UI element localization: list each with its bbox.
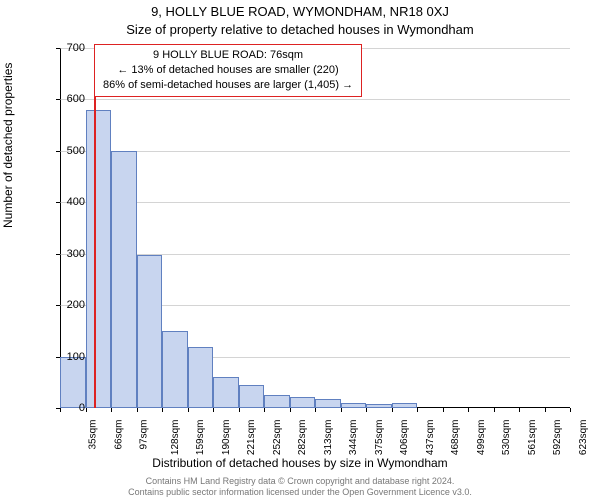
xtick-label: 252sqm [272,420,283,456]
xtick-label: 66sqm [113,420,124,450]
xtick-label: 561sqm [527,420,538,456]
xtick-label: 128sqm [170,420,181,456]
annotation-line1: 9 HOLLY BLUE ROAD: 76sqm [103,48,353,63]
histogram-bar [341,403,367,408]
histogram-bar [162,331,188,408]
xtick-label: 313sqm [323,420,334,456]
xtick-label: 159sqm [195,420,206,456]
xtick-mark [341,408,342,412]
grid-line [60,202,570,203]
grid-line [60,151,570,152]
ytick-label: 500 [45,145,85,157]
annotation-box: 9 HOLLY BLUE ROAD: 76sqm ← 13% of detach… [94,44,362,97]
annotation-line3: 86% of semi-detached houses are larger (… [103,78,353,93]
chart-container: 9, HOLLY BLUE ROAD, WYMONDHAM, NR18 0XJ … [0,0,600,500]
ytick-label: 300 [45,248,85,260]
xtick-mark [443,408,444,412]
xtick-label: 437sqm [425,420,436,456]
xtick-mark [315,408,316,412]
xtick-mark [290,408,291,412]
xtick-mark [239,408,240,412]
chart-title-sub: Size of property relative to detached ho… [0,22,600,37]
xtick-mark [570,408,571,412]
xtick-label: 344sqm [348,420,359,456]
histogram-bar [137,255,163,408]
xtick-mark [519,408,520,412]
histogram-bar [111,151,137,408]
xtick-mark [111,408,112,412]
xtick-mark [417,408,418,412]
histogram-bar [188,347,214,408]
histogram-bar [290,397,316,408]
ytick-label: 0 [45,402,85,414]
xtick-mark [86,408,87,412]
xtick-label: 592sqm [552,420,563,456]
histogram-bar [86,110,112,408]
histogram-bar [213,377,239,408]
xtick-label: 190sqm [221,420,232,456]
xtick-label: 97sqm [139,420,150,450]
ytick-label: 700 [45,42,85,54]
plot-area [60,48,570,408]
xtick-mark [162,408,163,412]
xtick-mark [264,408,265,412]
footer-line2: Contains public sector information licen… [0,487,600,498]
annotation-line2: ← 13% of detached houses are smaller (22… [103,63,353,78]
footer-line1: Contains HM Land Registry data © Crown c… [0,476,600,487]
ytick-label: 200 [45,299,85,311]
histogram-bar [60,357,86,408]
x-axis-label: Distribution of detached houses by size … [0,456,600,470]
histogram-bar [264,395,290,408]
chart-title-main: 9, HOLLY BLUE ROAD, WYMONDHAM, NR18 0XJ [0,4,600,19]
xtick-label: 282sqm [297,420,308,456]
xtick-mark [392,408,393,412]
ytick-label: 600 [45,93,85,105]
histogram-bar [366,404,392,408]
y-axis-label: Number of detached properties [1,63,15,228]
footer-attribution: Contains HM Land Registry data © Crown c… [0,476,600,499]
histogram-bar [392,403,418,408]
xtick-label: 623sqm [578,420,589,456]
reference-line [94,48,96,408]
xtick-mark [188,408,189,412]
histogram-bar [315,399,341,408]
xtick-label: 530sqm [501,420,512,456]
xtick-mark [545,408,546,412]
xtick-label: 468sqm [450,420,461,456]
xtick-mark [494,408,495,412]
xtick-mark [366,408,367,412]
xtick-label: 35sqm [88,420,99,450]
xtick-mark [213,408,214,412]
xtick-label: 375sqm [374,420,385,456]
ytick-label: 100 [45,351,85,363]
histogram-bar [239,385,265,408]
xtick-label: 221sqm [246,420,257,456]
xtick-mark [468,408,469,412]
xtick-label: 406sqm [399,420,410,456]
xtick-label: 499sqm [476,420,487,456]
grid-line [60,99,570,100]
xtick-mark [137,408,138,412]
ytick-label: 400 [45,196,85,208]
